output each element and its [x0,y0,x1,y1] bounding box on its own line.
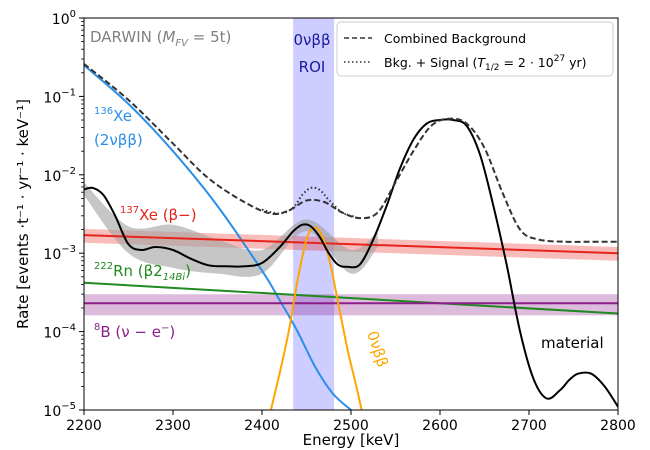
x-tick-label-2: 2400 [244,418,280,434]
y-tick-exponent-1: −4 [61,323,76,334]
annotation-rn222-part-0: 222 [94,261,113,272]
annotation-b8-part-2: − [161,323,169,334]
y-tick-label-2: 10−3 [43,244,76,263]
x-tick-label-3: 2500 [333,418,369,434]
x-tick-label-6: 2800 [600,418,636,434]
y-tick-mantissa-3: 10 [43,169,61,185]
legend-label-combined: Combined Background [384,31,526,46]
annotation-xe137: 137Xe (β−) [120,205,197,224]
y-tick-label-0: 10−5 [43,401,76,420]
annotation-b8: 8B (ν − e−) [94,322,175,341]
annotation-xe136-part-1: Xe [113,107,132,125]
annotation-rn222-part-3: 14Bi [163,272,186,283]
band-layer [84,182,618,316]
annotation-xe136: 136Xe [94,106,132,125]
legend-signal-subscript: 1/2 [485,63,499,73]
annotation-b8-part-1: B (ν − e [100,323,161,341]
legend-signal-exponent: 27 [554,54,565,64]
legend-signal-unit: yr) [565,55,586,70]
legend: Combined Background Bkg. + Signal (T1/2 … [336,21,614,77]
detector-label-subscript: FV [175,38,189,49]
annotation-b8-part-3: ) [169,323,175,341]
y-tick-exponent-2: −3 [61,244,76,255]
series-3-band [84,294,618,316]
y-tick-mantissa-5: 10 [52,12,70,28]
y-tick-exponent-5: 0 [70,9,76,20]
series-1-line [84,234,618,255]
annotation-rn222: 222Rn (β214Bi) [94,261,191,283]
x-axis-label: Energy [keV] [303,431,400,449]
annotation-rn222-part-4: ) [185,262,191,280]
x-tick-label-1: 2300 [155,418,191,434]
x-tick-label-5: 2700 [511,418,547,434]
y-tick-exponent-0: −5 [61,401,76,412]
annotation-xe136-decay-part-0: (2νββ) [94,131,143,149]
legend-box [336,21,614,77]
series-6-line [84,63,618,243]
roi-label-bottom: ROI [299,58,326,76]
roi-label-top: 0νββ [293,31,330,49]
annotation-xe136-decay: (2νββ) [94,131,143,149]
legend-label-signal: Bkg. + Signal (T1/2 = 2 · 1027 yr) [384,54,587,73]
series-7-line [261,186,356,218]
annotation-xe137-part-0: 137 [120,205,139,216]
tick-layer: 2200 2300 2400 2500 2600 2700 280010−510−410−3… [43,9,635,434]
detector-label-text: DARWIN ( [90,28,162,46]
annotation-0nubb: 0νββ [363,329,392,370]
detector-label: DARWIN (MFV = 5t) [90,28,231,49]
y-tick-label-3: 10−2 [43,166,76,185]
y-axis-label: Rate [events ·t⁻¹ · yr⁻¹ · keV⁻¹] [14,99,32,329]
annotation-xe137-part-1: Xe [139,206,163,224]
roi-layer [293,18,335,410]
series-0-line [84,64,352,410]
y-tick-mantissa-1: 10 [43,326,61,342]
x-tick-label-0: 2200 [66,418,102,434]
series-4-line [269,226,363,410]
y-tick-label-5: 100 [52,9,76,28]
annotation-xe137-part-2: (β−) [163,206,197,224]
series-2-line [84,281,618,315]
line-layer [84,63,618,410]
detector-label-value: = 5t) [188,28,231,46]
annotation-material-part-0: material [541,334,604,352]
annotation-b8-part-0: 8 [94,322,100,333]
y-tick-mantissa-2: 10 [43,247,61,263]
y-tick-exponent-4: −1 [61,87,76,98]
series-5-uncertainty-band [84,182,378,277]
y-tick-exponent-3: −2 [61,166,76,177]
legend-signal-value: = 2 · 10 [500,55,554,70]
legend-signal-symbol: T [477,55,486,70]
annotation-xe136-part-0: 136 [94,106,113,117]
annotation-rn222-part-2: 2 [153,262,163,280]
annotation-material: material [541,334,604,352]
y-tick-label-1: 10−4 [43,323,76,342]
y-tick-mantissa-4: 10 [43,90,61,106]
annotation-0nubb-part-0: 0νββ [363,329,392,370]
x-tick-label-4: 2600 [422,418,458,434]
annotation-rn222-part-1: Rn (β [113,262,153,280]
legend-signal-text: Bkg. + Signal ( [384,55,477,70]
detector-label-symbol: M [162,28,175,46]
y-tick-label-4: 10−1 [43,87,76,106]
series-5-line [84,118,618,408]
y-tick-mantissa-0: 10 [43,404,61,420]
roi-band [293,18,335,410]
